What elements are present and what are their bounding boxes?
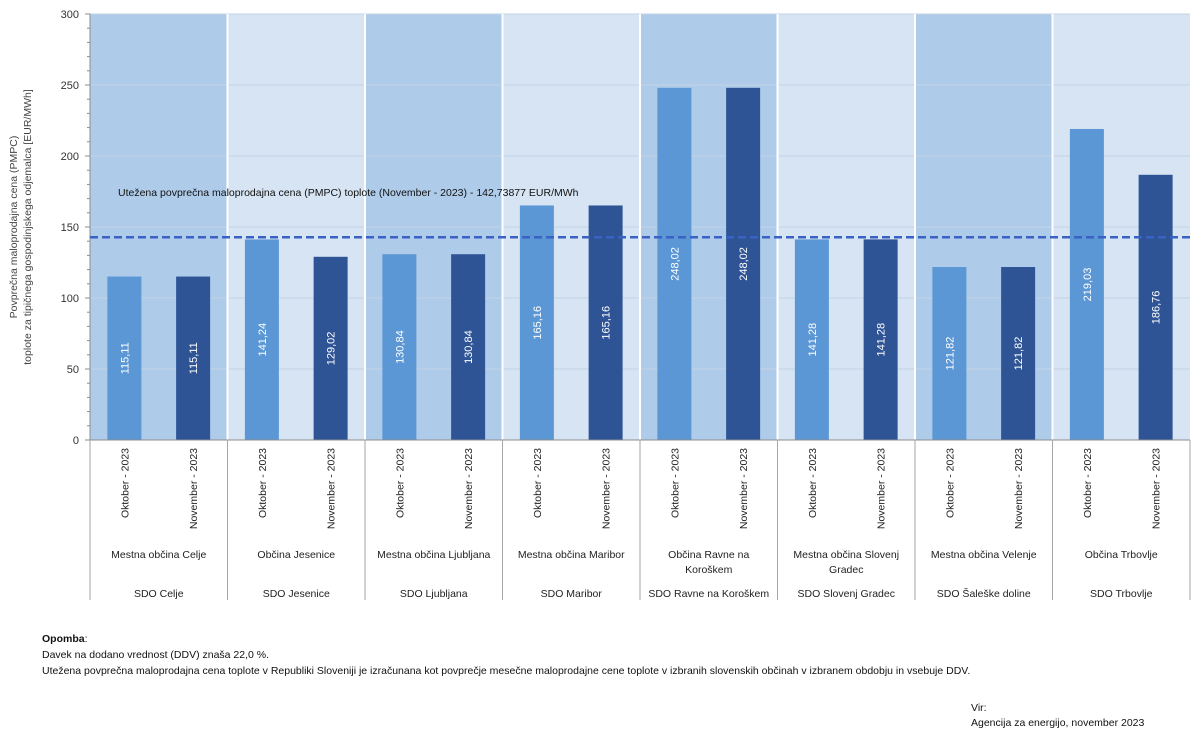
- bar-value-label: 165,16: [601, 306, 613, 340]
- note-line-vat: Davek na dodano vrednost (DDV) znaša 22,…: [42, 649, 270, 661]
- municipality-label: Koroškem: [685, 564, 733, 576]
- period-label: Oktober - 2023: [1082, 448, 1094, 518]
- bar-oktober: [657, 87, 692, 441]
- price-chart: 0 50 100 150 200 250 300 Povprečna maloprodajna…: [8, 9, 1191, 600]
- bar-value-label: 141,24: [257, 323, 269, 357]
- note-block: Opomba: Davek na dodano vrednost (DDV) z…: [42, 633, 971, 677]
- y-axis-title-line2: toplote za tipičnega gospodinjskega odje…: [22, 89, 34, 365]
- y-tick-label: 50: [67, 364, 79, 376]
- municipality-label: Gradec: [829, 564, 863, 576]
- bar-value-label: 248,02: [669, 247, 681, 281]
- bar-oktober: [794, 239, 829, 440]
- source-label: Vir:: [971, 702, 987, 714]
- bar-oktober: [932, 267, 967, 440]
- company-label: SDO Šaleške doline: [937, 587, 1031, 600]
- bar-value-label: 165,16: [532, 306, 544, 340]
- note-line-method: Utežena povprečna maloprodajna cena topl…: [42, 665, 971, 677]
- period-label: November - 2023: [188, 448, 200, 529]
- bar-oktober: [519, 205, 554, 440]
- company-label: SDO Celje: [134, 588, 184, 600]
- bar-november: [1138, 174, 1173, 441]
- period-label: November - 2023: [1151, 448, 1163, 529]
- bar-oktober: [382, 254, 417, 440]
- bar-value-label: 115,11: [188, 342, 200, 374]
- municipality-label: Mestna občina Celje: [111, 549, 206, 561]
- company-label: SDO Maribor: [541, 588, 603, 600]
- period-label: November - 2023: [876, 448, 888, 529]
- bar-november: [313, 256, 348, 440]
- period-label: Oktober - 2023: [944, 448, 956, 518]
- period-label: November - 2023: [463, 448, 475, 529]
- bar-value-label: 129,02: [326, 332, 338, 366]
- municipality-label: Mestna občina Maribor: [518, 549, 625, 561]
- source-text: Agencija za energijo, november 2023: [971, 717, 1145, 729]
- bar-value-label: 130,84: [394, 330, 406, 364]
- period-label: November - 2023: [1013, 448, 1025, 529]
- bar-oktober: [1069, 128, 1104, 440]
- municipality-label: Občina Trbovlje: [1085, 549, 1158, 561]
- bar-november: [176, 276, 211, 440]
- period-label: Oktober - 2023: [669, 448, 681, 518]
- bar-value-label: 121,82: [1013, 337, 1025, 371]
- y-tick-label: 0: [73, 435, 79, 447]
- municipality-label: Mestna občina Slovenj: [793, 549, 899, 561]
- bar-value-label: 219,03: [1082, 268, 1094, 302]
- company-label: SDO Trbovlje: [1090, 588, 1153, 600]
- bar-value-label: 141,28: [807, 323, 819, 357]
- y-tick-label: 200: [61, 151, 79, 163]
- period-label: Oktober - 2023: [119, 448, 131, 518]
- reference-line-label: Utežena povprečna maloprodajna cena (PMP…: [118, 187, 579, 199]
- company-label: SDO Slovenj Gradec: [798, 588, 895, 600]
- period-label: Oktober - 2023: [394, 448, 406, 518]
- municipality-label: Občina Jesenice: [257, 549, 335, 561]
- period-label: Oktober - 2023: [532, 448, 544, 518]
- y-tick-label: 100: [61, 293, 79, 305]
- period-label: November - 2023: [601, 448, 613, 529]
- y-tick-label: 250: [61, 80, 79, 92]
- bar-oktober: [107, 276, 142, 440]
- period-label: November - 2023: [738, 448, 750, 529]
- company-label: SDO Ljubljana: [400, 588, 468, 600]
- municipality-label: Mestna občina Velenje: [931, 549, 1037, 561]
- bar-november: [1001, 267, 1036, 440]
- period-label: November - 2023: [326, 448, 338, 529]
- note-heading: Opomba: [42, 633, 85, 645]
- period-label: Oktober - 2023: [807, 448, 819, 518]
- bar-value-label: 248,02: [738, 247, 750, 281]
- y-tick-label: 150: [61, 222, 79, 234]
- bar-november: [726, 87, 761, 441]
- company-label: SDO Ravne na Koroškem: [648, 588, 769, 600]
- bar-value-label: 186,76: [1151, 291, 1163, 325]
- municipality-label: Mestna občina Ljubljana: [377, 549, 490, 561]
- bar-value-label: 115,11: [119, 342, 131, 374]
- company-label: SDO Jesenice: [263, 588, 330, 600]
- bar-november: [863, 239, 898, 440]
- source-block: Vir: Agencija za energijo, november 2023: [971, 701, 1144, 731]
- bar-november: [588, 205, 623, 440]
- bar-november: [451, 254, 486, 440]
- bar-value-label: 121,82: [944, 337, 956, 371]
- municipality-label: Občina Ravne na: [668, 549, 749, 561]
- period-label: Oktober - 2023: [257, 448, 269, 518]
- bar-value-label: 141,28: [876, 323, 888, 357]
- bar-value-label: 130,84: [463, 330, 475, 364]
- bar-oktober: [244, 239, 279, 440]
- y-tick-label: 300: [61, 9, 79, 21]
- y-axis-title-line1: Povprečna maloprodajna cena (PMPC): [8, 136, 20, 319]
